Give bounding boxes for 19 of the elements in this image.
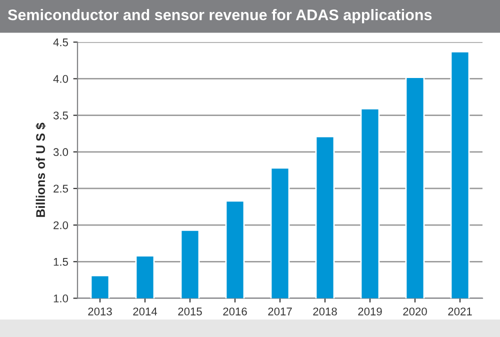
x-tick-label: 2020: [403, 308, 427, 316]
y-tick-label: 3.5: [53, 112, 68, 120]
y-axis-title: Billions of U S $: [36, 122, 46, 217]
x-tick-label: 2017: [268, 308, 292, 316]
y-tick-label: 1.0: [54, 294, 68, 302]
y-tick-label: 4.0: [53, 74, 68, 83]
x-tick-label: 2014: [133, 308, 158, 316]
chart-title: Semiconductor and sensor revenue for ADAS applications: [8, 9, 432, 24]
x-tick-label: 2021: [448, 308, 472, 316]
y-tick-label: 2.5: [54, 184, 68, 193]
y-tick-label: 2.0: [54, 221, 68, 230]
x-tick-label: 2016: [223, 308, 247, 316]
x-tick-label: 2018: [313, 308, 337, 316]
y-tick-label: 3.0: [53, 148, 68, 156]
x-tick-label: 2015: [178, 308, 202, 316]
y-tick-label: 1.5: [54, 258, 68, 266]
y-tick-label: 4.5: [53, 38, 68, 46]
x-tick-label: 2019: [358, 308, 382, 316]
x-tick-label: 2013: [88, 308, 112, 316]
